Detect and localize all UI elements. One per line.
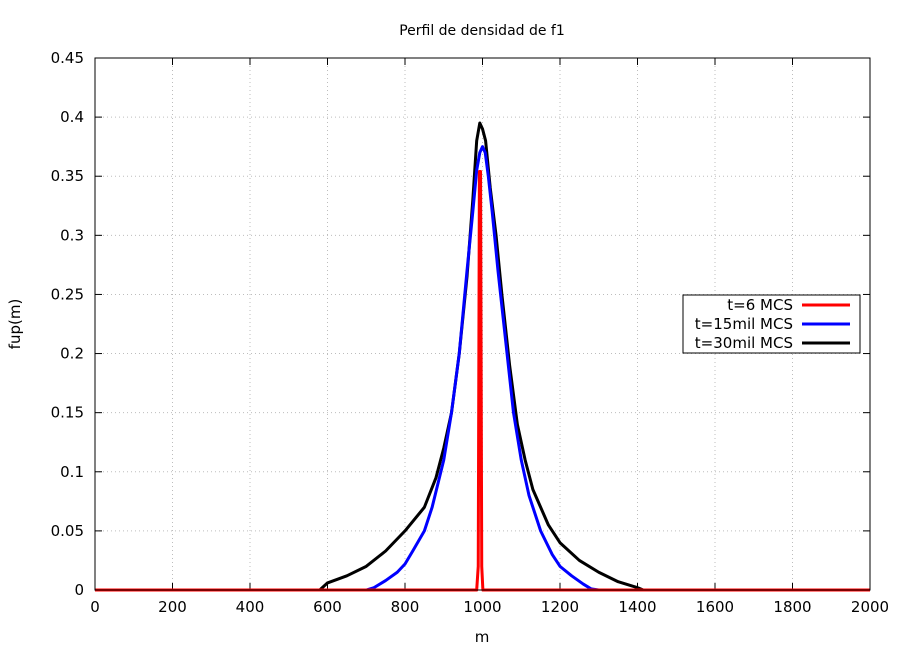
- legend-label-1: t=15mil MCS: [695, 315, 793, 333]
- y-tick-label: 0.2: [60, 345, 84, 363]
- y-axis-label: fup(m): [6, 299, 24, 350]
- x-tick-label: 1000: [463, 598, 501, 616]
- x-tick-label: 400: [236, 598, 265, 616]
- series-line-0: [95, 169, 870, 592]
- legend-label-2: t=30mil MCS: [695, 334, 793, 352]
- x-axis-label: m: [475, 628, 490, 646]
- series-line-1: [95, 145, 870, 592]
- y-tick-label: 0.05: [51, 522, 84, 540]
- y-tick-label: 0.35: [51, 167, 84, 185]
- chart-title: Perfil de densidad de f1: [399, 23, 565, 39]
- x-tick-label: 200: [158, 598, 187, 616]
- x-tick-label: 1400: [618, 598, 656, 616]
- plot-frame: [94, 57, 871, 591]
- y-tick-label: 0.4: [60, 108, 84, 126]
- x-tick-label: 1600: [696, 598, 734, 616]
- y-tick-label: 0.45: [51, 49, 84, 67]
- series-lines: [95, 121, 870, 592]
- y-tick-label: 0.1: [60, 463, 84, 481]
- y-tick-label: 0: [74, 581, 84, 599]
- axis-ticks: 0 200 400 600 800 1000 1200 1400 1600 1800 2000 0 0.…: [51, 49, 890, 616]
- y-tick-label: 0.25: [51, 285, 84, 303]
- x-tick-label: 1800: [773, 598, 811, 616]
- legend-label-0: t=6 MCS: [727, 296, 793, 314]
- x-tick-label: 600: [313, 598, 342, 616]
- x-tick-label: 1200: [541, 598, 579, 616]
- x-tick-label: 2000: [851, 598, 889, 616]
- y-tick-label: 0.3: [60, 226, 84, 244]
- series-line-2: [95, 121, 870, 592]
- y-tick-label: 0.15: [51, 404, 84, 422]
- x-tick-label: 0: [90, 598, 100, 616]
- x-tick-label: 800: [391, 598, 420, 616]
